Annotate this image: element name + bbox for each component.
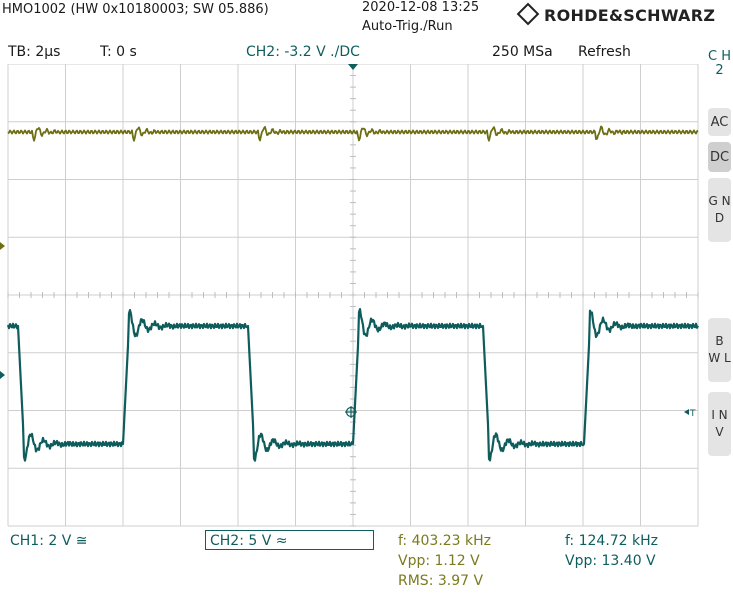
ch1-vpp: Vpp: 1.12 V [398, 553, 480, 569]
ch2-frequency: f: 124.72 kHz [565, 533, 659, 549]
ch2-ground-marker-icon [0, 371, 5, 379]
device-info: HMO1002 (HW 0x10180003; SW 05.886) [2, 2, 269, 17]
ch1-scale[interactable]: CH1: 2 V ≅ [10, 533, 88, 549]
trigger-position-icon [345, 406, 357, 418]
sidebar-channel-label: C H 2 [708, 49, 731, 78]
sample-rate: 250 MSa [492, 44, 553, 60]
ch1-ground-marker-icon [0, 242, 5, 250]
brand-logo: ROHDE&SCHWARZ [516, 2, 716, 26]
gnd-button[interactable]: G N D [708, 178, 731, 242]
ch2-waveform [6, 308, 699, 462]
trigger-t-marker-icon: T [684, 409, 696, 419]
acquisition-mode[interactable]: Refresh [578, 44, 631, 60]
svg-text:T: T [689, 409, 696, 419]
graticule [7, 64, 699, 527]
rs-logo-icon [516, 2, 540, 26]
trigger-level-marker-icon [348, 64, 358, 70]
bwl-button[interactable]: B W L [708, 318, 731, 382]
trigger-mode: Auto-Trig./Run [362, 19, 453, 34]
dc-coupling-button[interactable]: DC [708, 142, 731, 172]
waveform-display: T [0, 64, 699, 527]
ch2-scale-box[interactable] [205, 530, 374, 550]
brand-name: ROHDE&SCHWARZ [544, 6, 716, 25]
datetime: 2020-12-08 13:25 [362, 0, 480, 15]
ch1-rms: RMS: 3.97 V [398, 573, 484, 589]
time-offset[interactable]: T: 0 s [100, 44, 137, 60]
ch2-scale[interactable]: CH2: 5 V ≈ [210, 533, 288, 549]
ac-coupling-button[interactable]: AC [708, 108, 731, 136]
ch2-trigger-info[interactable]: CH2: -3.2 V ./DC [246, 44, 360, 60]
timebase[interactable]: TB: 2µs [8, 44, 61, 60]
ch1-waveform [7, 125, 699, 142]
inv-button[interactable]: I N V [708, 392, 731, 456]
ch1-frequency: f: 403.23 kHz [398, 533, 492, 549]
ch2-vpp: Vpp: 13.40 V [565, 553, 656, 569]
